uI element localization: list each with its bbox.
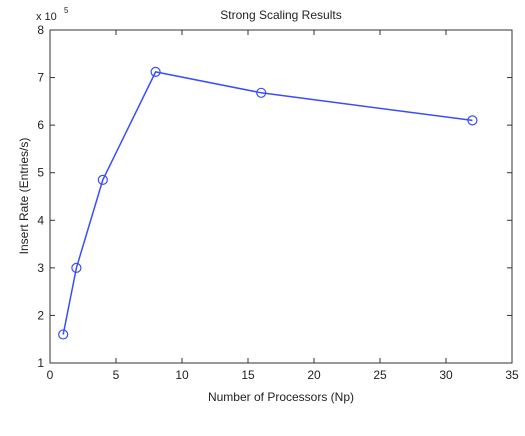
y-tick-label: 8 [37, 23, 44, 37]
data-point-marker [71, 262, 82, 273]
y-axis: 1 2 3 4 5 6 7 8 [37, 23, 512, 370]
data-point-marker [150, 66, 161, 77]
y-tick-label: 6 [37, 118, 44, 132]
x-axis-label: Number of Processors (Np) [208, 390, 354, 404]
plot-area [49, 29, 513, 364]
x-tick-label: 25 [373, 368, 387, 382]
x-tick-label: 15 [241, 368, 255, 382]
data-series [58, 66, 478, 340]
x-tick-label: 20 [307, 368, 321, 382]
data-point-marker [467, 115, 478, 126]
data-point-marker [256, 87, 267, 98]
y-tick-label: 4 [37, 213, 44, 227]
y-multiplier-exponent: 5 [64, 6, 69, 15]
chart-title: Strong Scaling Results [220, 8, 341, 22]
series-line [62, 71, 473, 335]
x-tick-label: 30 [439, 368, 453, 382]
data-point-marker [97, 174, 108, 185]
x-tick-label: 5 [113, 368, 120, 382]
y-tick-label: 1 [37, 356, 44, 370]
y-axis-label: Insert Rate (Entries/s) [17, 138, 31, 255]
data-point-marker [58, 329, 69, 340]
x-axis: 0 5 10 15 20 25 30 35 [47, 30, 519, 382]
y-tick-label: 5 [37, 166, 44, 180]
x-tick-label: 0 [47, 368, 54, 382]
y-tick-label: 7 [37, 71, 44, 85]
y-tick-label: 2 [37, 308, 44, 322]
y-tick-label: 3 [37, 261, 44, 275]
x-tick-label: 10 [175, 368, 189, 382]
y-multiplier-label: x 10 [36, 11, 57, 23]
x-tick-label: 35 [505, 368, 519, 382]
